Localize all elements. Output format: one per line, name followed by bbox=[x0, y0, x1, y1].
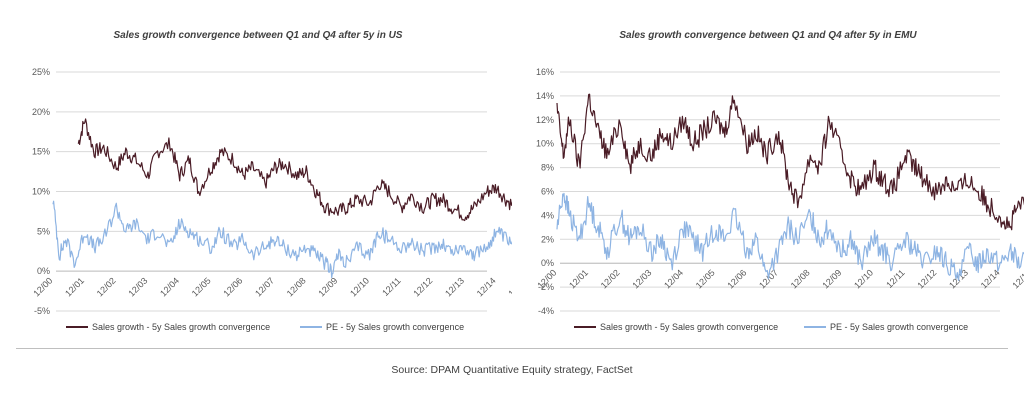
emu-y-tick-label: 14% bbox=[536, 91, 554, 101]
us-x-tick-label: 12/12 bbox=[411, 276, 434, 299]
us-series-pe-line bbox=[52, 200, 512, 279]
us-legend-label-pe: PE - 5y Sales growth convergence bbox=[326, 322, 464, 332]
us-x-tick-label: 12/10 bbox=[348, 276, 371, 299]
emu-y-tick-label: 6% bbox=[541, 187, 554, 197]
chart-emu-svg: Sales growth convergence between Q1 and … bbox=[535, 30, 1024, 332]
us-x-tick-label: 12/00 bbox=[31, 276, 54, 299]
us-x-tick-label: 12/01 bbox=[63, 276, 86, 299]
us-x-tick-label: 12/08 bbox=[285, 276, 308, 299]
us-y-tick-label: 15% bbox=[32, 147, 50, 157]
emu-legend-label-pe: PE - 5y Sales growth convergence bbox=[830, 322, 968, 332]
emu-series-sales-growth-line bbox=[556, 93, 1024, 231]
us-y-tick-label: 10% bbox=[32, 187, 50, 197]
us-x-tick-label: 12/03 bbox=[126, 276, 149, 299]
us-x-tick-label: 12/11 bbox=[380, 276, 403, 299]
emu-x-tick-label: 12/15 bbox=[1010, 268, 1024, 291]
us-x-tick-label: 12/05 bbox=[190, 276, 213, 299]
us-y-tick-label: 20% bbox=[32, 107, 50, 117]
emu-y-tick-label: 0% bbox=[541, 258, 554, 268]
us-y-tick-label: 0% bbox=[37, 266, 50, 276]
us-chart-title: Sales growth convergence between Q1 and … bbox=[114, 30, 403, 41]
chart-us: Sales growth convergence between Q1 and … bbox=[0, 0, 512, 345]
emu-y-tick-label: 12% bbox=[536, 115, 554, 125]
source-note: Source: DPAM Quantitative Equity strateg… bbox=[391, 364, 633, 376]
us-y-tick-label: 25% bbox=[32, 67, 50, 77]
us-x-tick-label: 12/09 bbox=[316, 276, 339, 299]
emu-y-tick-label: 8% bbox=[541, 163, 554, 173]
us-x-tick-label: 12/06 bbox=[221, 276, 244, 299]
us-x-tick-label: 12/13 bbox=[443, 276, 466, 299]
emu-y-tick-label: 4% bbox=[541, 210, 554, 220]
chart-us-svg: Sales growth convergence between Q1 and … bbox=[31, 30, 512, 332]
us-legend-label-sales-growth: Sales growth - 5y Sales growth convergen… bbox=[92, 322, 270, 332]
emu-y-tick-label: 2% bbox=[541, 234, 554, 244]
us-x-tick-label: 12/04 bbox=[158, 276, 181, 299]
footer-divider bbox=[16, 348, 1008, 349]
emu-y-tick-label: 16% bbox=[536, 67, 554, 77]
us-y-tick-label: 5% bbox=[37, 226, 50, 236]
emu-series-pe-line bbox=[556, 192, 1024, 281]
emu-y-tick-label: -4% bbox=[538, 306, 554, 316]
chart-emu: Sales growth convergence between Q1 and … bbox=[512, 0, 1024, 345]
emu-chart-title: Sales growth convergence between Q1 and … bbox=[619, 30, 917, 41]
us-x-tick-label: 12/07 bbox=[253, 276, 276, 299]
us-x-tick-label: 12/02 bbox=[95, 276, 118, 299]
us-y-tick-label: -5% bbox=[34, 306, 50, 316]
us-x-tick-label: 12/14 bbox=[475, 276, 498, 299]
emu-legend-label-sales-growth: Sales growth - 5y Sales growth convergen… bbox=[600, 322, 778, 332]
us-series-sales-growth-line bbox=[77, 118, 512, 222]
emu-y-tick-label: 10% bbox=[536, 139, 554, 149]
emu-y-tick-label: -2% bbox=[538, 282, 554, 292]
